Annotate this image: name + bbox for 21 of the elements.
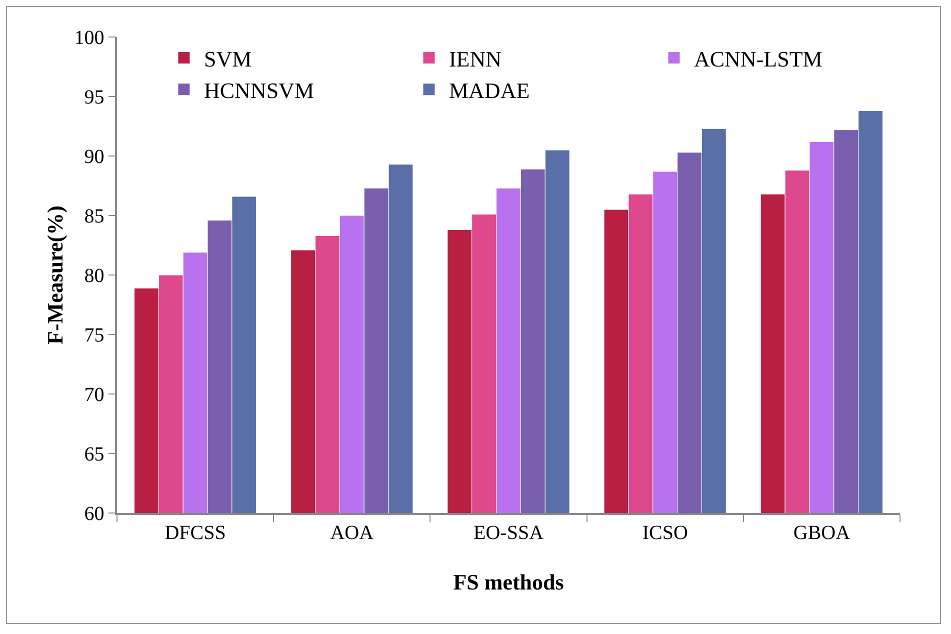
legend-label: MADAE [448,78,530,103]
x-tick-label: ICSO [642,522,688,544]
x-tick-label: EO-SSA [473,522,544,544]
y-tick-label: 100 [74,27,104,49]
legend-label: ACNN-LSTM [694,46,822,72]
y-tick-label: 75 [84,324,104,346]
y-tick-label: 90 [84,146,104,168]
y-tick-label: 95 [84,86,104,108]
y-tick-label: 65 [84,444,104,466]
legend-label: HCNNSVM [204,78,314,103]
y-tick-label: 60 [84,503,104,525]
y-tick-label: 80 [84,265,104,287]
x-axis-title: FS methods [453,570,564,594]
x-tick-label: AOA [330,522,374,544]
legend-label: SVM [204,46,252,72]
y-tick-label: 70 [84,384,104,406]
y-tick-label: 85 [84,206,104,228]
x-tick-label: DFCSS [164,522,226,544]
x-tick-label: GBOA [793,522,851,544]
y-axis-title: F-Measure(%) [42,206,68,344]
legend-label: IENN [448,46,502,72]
